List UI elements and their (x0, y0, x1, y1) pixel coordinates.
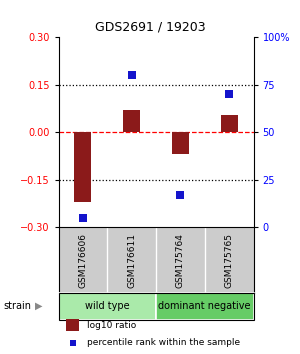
Text: GDS2691 / 19203: GDS2691 / 19203 (95, 21, 205, 34)
Text: percentile rank within the sample: percentile rank within the sample (87, 338, 240, 347)
Bar (123, 110, 140, 132)
Text: ▶: ▶ (34, 301, 42, 311)
Bar (172, 132, 189, 154)
Point (178, 192, 183, 198)
Text: dominant negative: dominant negative (158, 301, 251, 311)
Bar (156, 293, 254, 320)
Text: GSM176606: GSM176606 (78, 233, 87, 287)
Point (129, 72, 134, 78)
Text: GSM175764: GSM175764 (176, 233, 185, 287)
Bar (74, 132, 92, 202)
Point (80, 215, 85, 221)
Point (70, 340, 75, 346)
Text: strain: strain (3, 301, 31, 311)
Bar (58, 293, 156, 320)
Text: log10 ratio: log10 ratio (87, 321, 136, 330)
Text: wild type: wild type (85, 301, 130, 311)
Text: GSM176611: GSM176611 (127, 233, 136, 287)
Text: GSM175765: GSM175765 (225, 233, 234, 287)
Bar (66, 319, 79, 331)
Point (227, 91, 232, 97)
Bar (220, 115, 238, 132)
